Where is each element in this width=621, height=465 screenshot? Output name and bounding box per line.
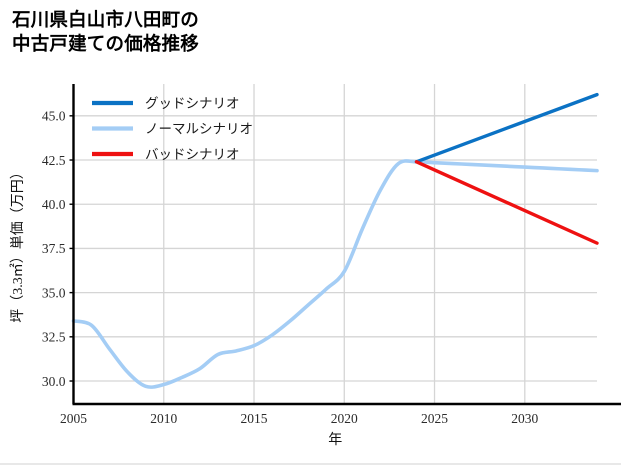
page-title: 石川県白山市八田町の 中古戸建ての価格推移 [12, 9, 200, 55]
y-tick-label: 42.5 [42, 153, 66, 168]
x-tick-label: 2010 [150, 411, 177, 426]
x-axis-ticks: 2005 2010 2015 2020 2025 2030 [60, 411, 539, 426]
x-tick-label: 2030 [511, 411, 538, 426]
y-tick-label: 40.0 [42, 197, 66, 212]
legend-label-good: グッドシナリオ [145, 96, 240, 111]
legend-label-bad: バッドシナリオ [145, 147, 240, 162]
series-line-good [414, 92, 599, 164]
x-tick-label: 2015 [241, 411, 268, 426]
x-axis-title: 年 [328, 432, 342, 448]
y-axis-title: 坪（3.3㎡）単価（万円） [10, 165, 26, 323]
x-tick-label: 2025 [421, 411, 448, 426]
y-tick-label: 30.0 [42, 374, 66, 389]
y-tick-label: 45.0 [42, 109, 66, 124]
legend-label-normal: ノーマルシナリオ [145, 122, 253, 137]
x-tick-label: 2005 [60, 411, 87, 426]
x-tick-label: 2020 [331, 411, 358, 426]
y-axis-ticks: 30.0 32.5 35.0 37.5 40.0 42.5 45.0 [42, 109, 74, 389]
bottom-divider [0, 463, 621, 465]
y-tick-label: 35.0 [42, 285, 66, 300]
series-line-normal [71, 159, 599, 389]
y-tick-label: 37.5 [42, 241, 66, 256]
series-layer [71, 92, 599, 389]
y-tick-label: 32.5 [42, 330, 66, 345]
series-line-bad [414, 160, 599, 245]
axis-lines [72, 84, 621, 406]
